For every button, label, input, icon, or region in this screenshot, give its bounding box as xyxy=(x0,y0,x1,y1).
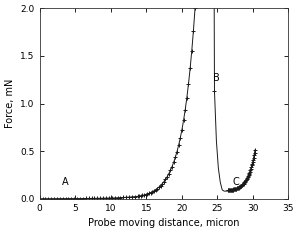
Y-axis label: Force, mN: Force, mN xyxy=(5,79,15,128)
Text: B: B xyxy=(213,73,219,83)
Text: C: C xyxy=(232,177,239,187)
X-axis label: Probe moving distance, micron: Probe moving distance, micron xyxy=(88,218,240,228)
Text: A: A xyxy=(62,177,69,187)
